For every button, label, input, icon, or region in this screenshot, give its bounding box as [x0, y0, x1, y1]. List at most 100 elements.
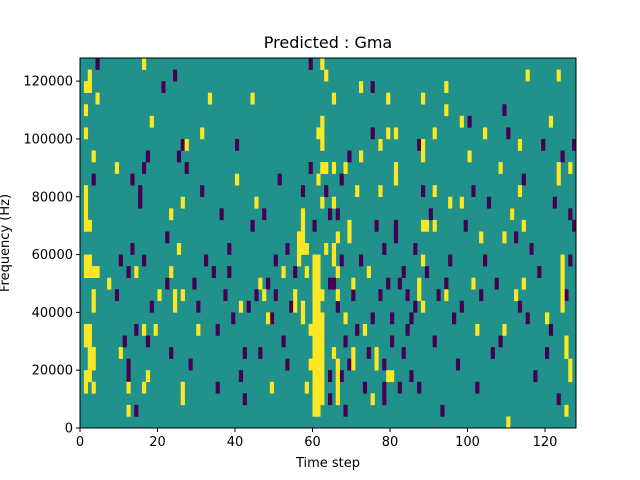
heatmap-cell-high	[378, 185, 383, 198]
heatmap-cell-high	[525, 69, 530, 82]
heatmap-cell-high	[293, 300, 298, 313]
heatmap-cell-low	[483, 254, 488, 267]
heatmap-cell-high	[320, 312, 325, 325]
heatmap-cell-high	[560, 300, 565, 313]
heatmap-cell-low	[250, 219, 255, 232]
heatmap-cell-low	[459, 300, 464, 313]
heatmap-cell-high	[316, 277, 321, 290]
heatmap-cell-low	[281, 335, 286, 348]
heatmap-cell-high	[312, 393, 317, 406]
heatmap-cell-high	[262, 289, 267, 302]
heatmap-cell-high	[316, 289, 321, 302]
heatmap-cell-low	[564, 289, 569, 302]
heatmap-cell-low	[192, 277, 197, 290]
heatmap-cell-low	[343, 335, 348, 348]
heatmap-cell-low	[378, 289, 383, 302]
heatmap-cell-high	[91, 266, 96, 278]
heatmap-cell-high	[153, 323, 158, 336]
heatmap-cell-low	[242, 347, 247, 359]
heatmap-cell-high	[320, 335, 325, 348]
heatmap-cell-high	[87, 335, 92, 348]
heatmap-cell-low	[393, 231, 399, 244]
heatmap-cell-low	[235, 138, 240, 151]
heatmap-cell-low	[498, 335, 503, 348]
y-axis: 0 20000 40000 60000 80000 100000 120000	[23, 75, 80, 437]
heatmap-cell-high	[316, 335, 321, 348]
heatmap-cell-high	[568, 358, 573, 371]
heatmap-cell-high	[312, 404, 317, 417]
heatmap-cell-high	[87, 69, 92, 82]
heatmap-cell-high	[320, 162, 325, 174]
heatmap-cell-low	[382, 243, 387, 255]
heatmap-cell-low	[421, 185, 426, 198]
heatmap-cell-high	[293, 289, 298, 302]
heatmap-cell-low	[246, 300, 251, 313]
heatmap-cell-low	[401, 347, 406, 359]
heatmap-cell-high	[331, 347, 337, 359]
heatmap-cell-low	[266, 277, 271, 290]
heatmap-cell-low	[409, 370, 414, 383]
heatmap-cell-low	[479, 289, 484, 302]
heatmap-cell-low	[219, 208, 224, 221]
heatmap-cell-low	[417, 138, 422, 151]
heatmap-cell-low	[545, 347, 550, 359]
heatmap-cell-high	[316, 173, 321, 186]
heatmap-cell-high	[386, 127, 391, 140]
heatmap-cell-high	[331, 92, 337, 105]
heatmap-cell-high	[87, 323, 92, 336]
heatmap-cell-low	[339, 254, 344, 267]
y-axis-label: Frequency (Hz)	[0, 194, 13, 292]
heatmap-cell-high	[335, 266, 340, 278]
heatmap-cell-high	[269, 381, 275, 394]
heatmap-cell-low	[366, 347, 371, 359]
chart-title: Predicted : Gma	[264, 33, 392, 52]
heatmap-cell-high	[320, 138, 325, 151]
heatmap-cell-low	[126, 370, 131, 383]
heatmap-cell-high	[180, 196, 185, 209]
heatmap-cell-high	[312, 323, 317, 336]
heatmap-cell-high	[145, 370, 151, 383]
x-tick-label: 0	[76, 435, 84, 450]
heatmap-cell-high	[320, 127, 325, 140]
heatmap-cell-high	[560, 289, 565, 302]
heatmap-cell-low	[91, 173, 96, 186]
heatmap-cell-high	[393, 127, 399, 140]
heatmap-cell-low	[285, 358, 290, 371]
heatmap-cell-low	[541, 138, 546, 151]
heatmap-cell-high	[142, 58, 147, 70]
heatmap-cell-high	[355, 185, 360, 198]
heatmap-cell-low	[95, 58, 100, 70]
heatmap-cell-high	[564, 404, 569, 417]
heatmap-cell-high	[126, 381, 131, 394]
heatmap-cell-low	[277, 173, 282, 186]
heatmap-cell-low	[300, 185, 306, 198]
heatmap-cell-low	[471, 185, 476, 198]
heatmap-cell-low	[273, 289, 278, 302]
heatmap-cell-low	[258, 347, 263, 359]
heatmap-cell-high	[568, 370, 573, 383]
heatmap-cell-high	[83, 185, 89, 198]
heatmap-cell-low	[339, 173, 344, 186]
heatmap-cell-low	[126, 266, 131, 278]
heatmap-cell-high	[351, 277, 356, 290]
heatmap-cell-high	[91, 289, 96, 302]
heatmap-cell-low	[417, 381, 422, 394]
heatmap-cell-low	[145, 150, 151, 163]
heatmap-cell-low	[413, 300, 418, 313]
heatmap-cell-high	[316, 312, 321, 325]
heatmap-cell-low	[370, 81, 375, 93]
heatmap-cell-high	[83, 254, 89, 267]
heatmap-cell-low	[223, 289, 228, 302]
y-tick-label: 20000	[32, 364, 73, 379]
heatmap-cell-high	[320, 323, 325, 336]
heatmap-cell-high	[393, 173, 399, 186]
heatmap-cell-low	[196, 300, 201, 313]
heatmap-cell-high	[502, 323, 507, 336]
heatmap-cell-high	[87, 219, 92, 232]
heatmap-cell-low	[204, 254, 209, 267]
heatmap-cell-high	[560, 254, 565, 267]
heatmap-cell-high	[180, 289, 185, 302]
heatmap-cell-low	[308, 162, 313, 174]
heatmap-cell-low	[343, 404, 348, 417]
heatmap-cell-high	[312, 370, 317, 383]
